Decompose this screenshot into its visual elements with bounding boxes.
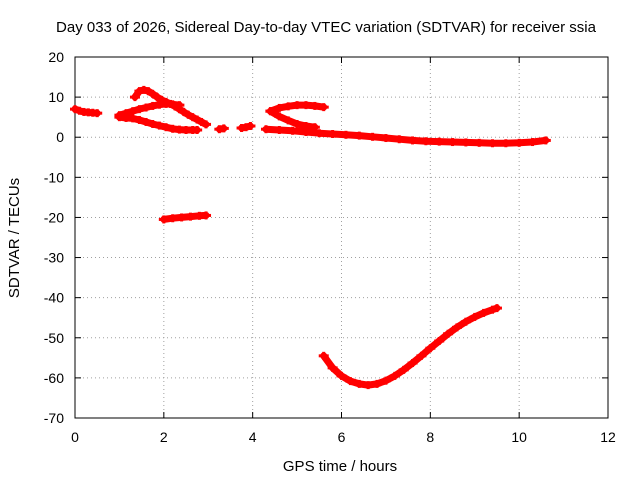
x-axis-label: GPS time / hours <box>283 458 397 475</box>
y-tick-label: -30 <box>44 250 64 266</box>
axis-ticks: 0 2 4 6 8 10 12 20 10 0 -10 -20 -30 -40 -50 -60 -70 <box>44 49 616 445</box>
series-trace <box>115 113 201 134</box>
series-trace <box>115 100 183 119</box>
series-trace <box>320 304 501 389</box>
series-trace <box>71 105 101 117</box>
x-tick-label: 6 <box>338 429 346 445</box>
data-points <box>70 85 551 390</box>
y-tick-label: -50 <box>44 330 64 346</box>
y-tick-label: 0 <box>56 129 64 145</box>
y-tick-label: 20 <box>48 49 64 65</box>
series-trace <box>262 125 550 147</box>
series-trace <box>266 107 319 131</box>
x-tick-label: 10 <box>511 429 527 445</box>
x-tick-label: 4 <box>249 429 257 445</box>
y-tick-label: -70 <box>44 410 64 426</box>
y-tick-label: -40 <box>44 290 64 306</box>
x-tick-label: 12 <box>600 429 616 445</box>
x-tick-label: 8 <box>426 429 434 445</box>
series-trace <box>238 122 254 132</box>
series-trace <box>160 211 210 223</box>
series-trace <box>215 124 228 133</box>
y-tick-label: -60 <box>44 370 64 386</box>
y-tick-label: -10 <box>44 169 64 185</box>
chart-title: Day 033 of 2026, Sidereal Day-to-day VTE… <box>56 19 597 36</box>
x-tick-label: 2 <box>160 429 168 445</box>
x-tick-label: 0 <box>71 429 79 445</box>
y-tick-label: 10 <box>48 89 64 105</box>
series-trace <box>266 101 328 115</box>
y-axis-label: SDTVAR / TECUs <box>6 178 23 298</box>
y-tick-label: -20 <box>44 209 64 225</box>
